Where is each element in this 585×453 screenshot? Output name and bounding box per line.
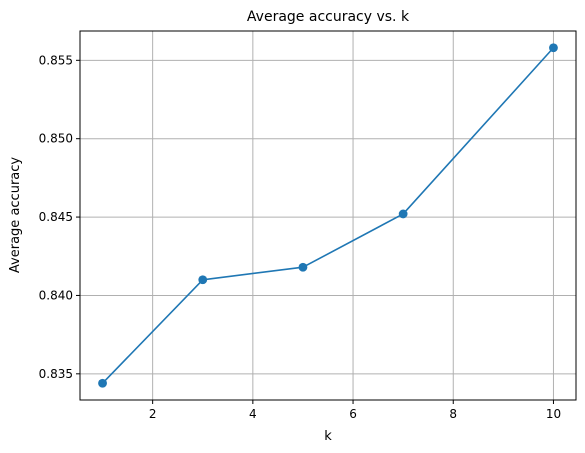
data-point [549,43,558,53]
data-point [98,378,107,388]
series-line-layer [98,43,558,388]
data-point [198,275,208,285]
x-tick-label: 4 [249,407,257,421]
y-tick-label: 0.850 [39,132,73,146]
plot-area [80,31,576,400]
x-tick-label: 10 [546,407,561,421]
data-point [398,209,408,219]
x-tick-label: 6 [349,407,357,421]
y-tick-label: 0.845 [39,210,73,224]
x-tick-label: 8 [449,407,457,421]
x-axis-label: k [324,429,332,444]
grid-lines [80,31,576,400]
data-point [298,262,308,272]
y-tick-label: 0.835 [39,367,73,381]
y-tick-label: 0.855 [39,53,73,67]
x-tick-label: 2 [149,407,157,421]
axis-ticks: 2 4 6 8 10 0.835 0.840 0.845 0.850 0.855 [39,53,561,421]
y-axis-label: Average accuracy [8,157,23,273]
chart-title: Average accuracy vs. k [247,9,410,25]
plot-frame [79,30,577,401]
y-tick-label: 0.840 [39,288,73,302]
